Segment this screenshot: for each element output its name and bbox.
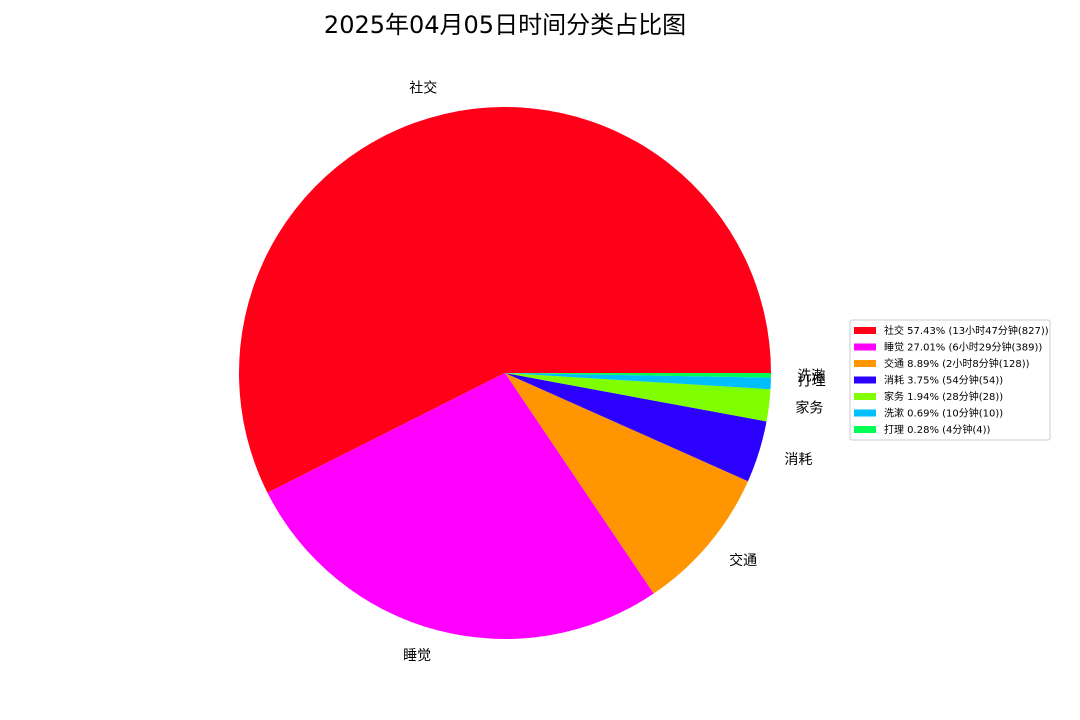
legend-frame <box>849 319 1051 441</box>
legend: 社交 57.43% (13小时47分钟(827)) 睡觉 27.01% (6小时2… <box>849 319 1051 441</box>
slice-label: 家务 <box>795 400 823 417</box>
legend-swatch <box>854 376 876 384</box>
legend-swatch <box>854 360 876 367</box>
legend-entry: 打理 0.28% (4分钟(4)) <box>884 423 991 436</box>
legend-swatch <box>854 393 876 400</box>
pie-slice <box>267 373 654 639</box>
slice-label: 洗漱 <box>797 369 825 385</box>
legend-swatch <box>854 343 876 351</box>
pie-slice <box>505 373 771 390</box>
slice-label: 社交 <box>409 79 437 96</box>
legend-entry: 睡觉 27.01% (6小时29分钟(389)) <box>884 341 1042 354</box>
chart-title: 2025年04月05日时间分类占比图 <box>324 11 686 39</box>
legend-swatch <box>854 426 876 433</box>
pie-slice <box>505 373 748 594</box>
legend-entry: 洗漱 0.69% (10分钟(10)) <box>884 407 1003 420</box>
legend-entry: 消耗 3.75% (54分钟(54)) <box>884 374 1003 387</box>
legend-entry: 交通 8.89% (2小时8分钟(128)) <box>884 357 1030 370</box>
legend-entry: 家务 1.94% (28分钟(28)) <box>884 390 1003 403</box>
pie-slice <box>505 373 771 422</box>
slice-label: 交通 <box>729 552 757 569</box>
pie-slice <box>239 106 772 493</box>
legend-entry: 社交 57.43% (13小时47分钟(827)) <box>884 324 1049 337</box>
legend-swatch <box>854 409 876 417</box>
slice-label: 睡觉 <box>403 648 431 664</box>
slice-label: 打理 <box>798 373 826 390</box>
legend-swatch <box>854 327 876 334</box>
slice-label: 消耗 <box>784 452 812 468</box>
pie-slice <box>505 373 771 378</box>
pie-slice <box>505 373 767 482</box>
pie-slices <box>239 106 772 639</box>
